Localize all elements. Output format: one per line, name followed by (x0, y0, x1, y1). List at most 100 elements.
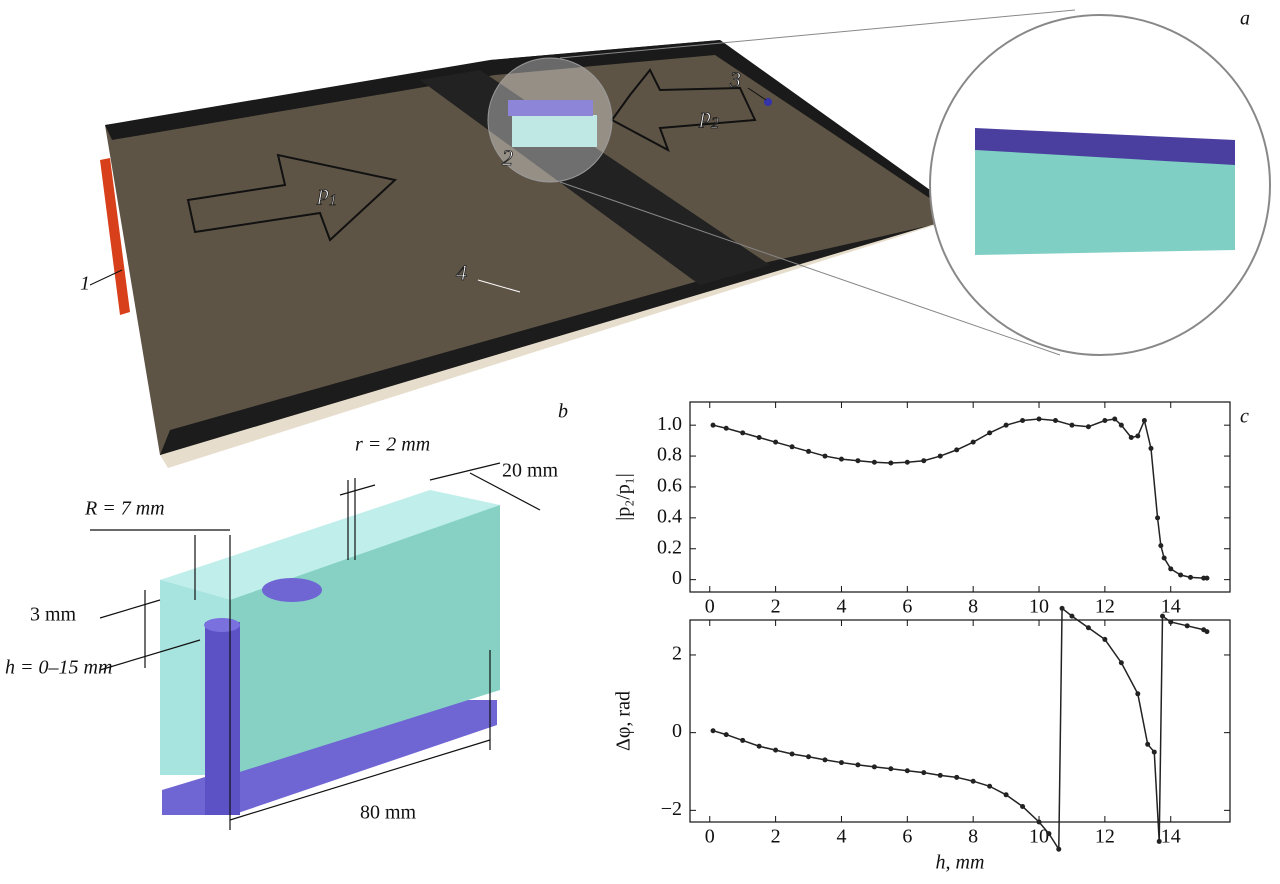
data-point (806, 449, 811, 454)
data-point (1142, 418, 1147, 423)
data-point (1188, 575, 1193, 580)
page: 1 2 3 4 p1 p2 a R = 7 mm r = 2 mm 20 mm … (0, 0, 1280, 884)
data-point (1152, 750, 1157, 755)
data-point (1135, 433, 1140, 438)
plot-frame (690, 620, 1230, 822)
sample-top (508, 100, 593, 116)
marker: 2 (502, 145, 513, 170)
data-line (713, 419, 1207, 578)
data-point (839, 457, 844, 462)
arrow-label-base: p (698, 103, 711, 128)
data-point (1168, 619, 1173, 624)
data-point (872, 460, 877, 465)
x-tick-label: 6 (902, 826, 912, 848)
data-point (1158, 543, 1163, 548)
marker: 3 (729, 67, 741, 92)
y-tick-label: 0 (672, 567, 682, 589)
data-point (1168, 566, 1173, 571)
data-point (1037, 820, 1042, 825)
x-tick-label: 12 (1095, 826, 1115, 848)
x-tick-label: 10 (1029, 596, 1049, 618)
data-point (938, 773, 943, 778)
arrow-label-base: p (316, 180, 329, 205)
data-point (872, 764, 877, 769)
marker: 1 (80, 273, 90, 295)
data-point (1135, 691, 1140, 696)
data-point (1129, 435, 1134, 440)
data-point (855, 458, 860, 463)
hole (262, 578, 322, 602)
data-point (1102, 418, 1107, 423)
data-point (1069, 423, 1074, 428)
data-point (1162, 556, 1167, 561)
arrow-label-sub: 2 (711, 115, 719, 132)
panel-b: R = 7 mm r = 2 mm 20 mm 3 mm h = 0–15 mm… (5, 401, 568, 830)
panel-label: c (1240, 406, 1249, 428)
data-point (1060, 606, 1065, 611)
data-point (888, 766, 893, 771)
panel-label: a (1240, 8, 1250, 30)
y-axis-label: |p₂/p₁| (613, 473, 635, 521)
data-point (724, 426, 729, 431)
y-tick-label: 0.8 (657, 444, 682, 466)
pillar-top (204, 618, 240, 632)
data-point (1178, 573, 1183, 578)
plot-frame (690, 402, 1230, 592)
x-tick-label: 8 (968, 596, 978, 618)
dimension-label: R = 7 mm (84, 498, 165, 520)
data-point (1112, 416, 1117, 421)
data-point (938, 454, 943, 459)
x-tick-label: 0 (705, 596, 715, 618)
data-point (773, 748, 778, 753)
data-point (921, 770, 926, 775)
data-point (1148, 446, 1153, 451)
data-point (1157, 839, 1162, 844)
data-point (806, 754, 811, 759)
data-point (711, 423, 716, 428)
sample-large-body (975, 150, 1235, 255)
marker: 4 (456, 260, 467, 285)
data-point (790, 752, 795, 757)
arrow-label-sub: 1 (329, 192, 337, 209)
data-point (987, 784, 992, 789)
data-point (1004, 423, 1009, 428)
data-point (1102, 637, 1107, 642)
data-point (1053, 418, 1058, 423)
data-point (1046, 831, 1051, 836)
data-point (724, 732, 729, 737)
data-point (1185, 623, 1190, 628)
data-point (773, 440, 778, 445)
data-point (1145, 742, 1150, 747)
data-point (1037, 416, 1042, 421)
data-point (987, 430, 992, 435)
data-point (921, 458, 926, 463)
data-point (1119, 423, 1124, 428)
dimension-label: h = 0–15 mm (5, 657, 112, 679)
x-axis-label: h, mm (936, 852, 985, 874)
data-point (711, 728, 716, 733)
pillar (205, 622, 240, 815)
y-tick-label: 0.2 (657, 536, 682, 558)
data-point (1155, 515, 1160, 520)
x-tick-label: 10 (1029, 826, 1049, 848)
y-tick-label: 0.4 (657, 505, 682, 527)
data-point (971, 779, 976, 784)
dimension-label: 3 mm (30, 604, 77, 626)
data-point (1086, 424, 1091, 429)
dimension-label: r = 2 mm (355, 434, 430, 456)
data-point (905, 768, 910, 773)
y-tick-label: 0.6 (657, 475, 682, 497)
panel-label: b (558, 401, 568, 423)
x-tick-label: 6 (902, 596, 912, 618)
y-tick-label: 0 (672, 720, 682, 742)
x-tick-label: 12 (1095, 596, 1115, 618)
data-point (1056, 847, 1061, 852)
data-point (757, 744, 762, 749)
data-point (1069, 614, 1074, 619)
data-point (740, 430, 745, 435)
y-tick-label: −2 (661, 798, 682, 820)
data-point (1160, 614, 1165, 619)
y-tick-label: 2 (672, 643, 682, 665)
data-point (888, 461, 893, 466)
x-tick-label: 4 (836, 826, 846, 848)
